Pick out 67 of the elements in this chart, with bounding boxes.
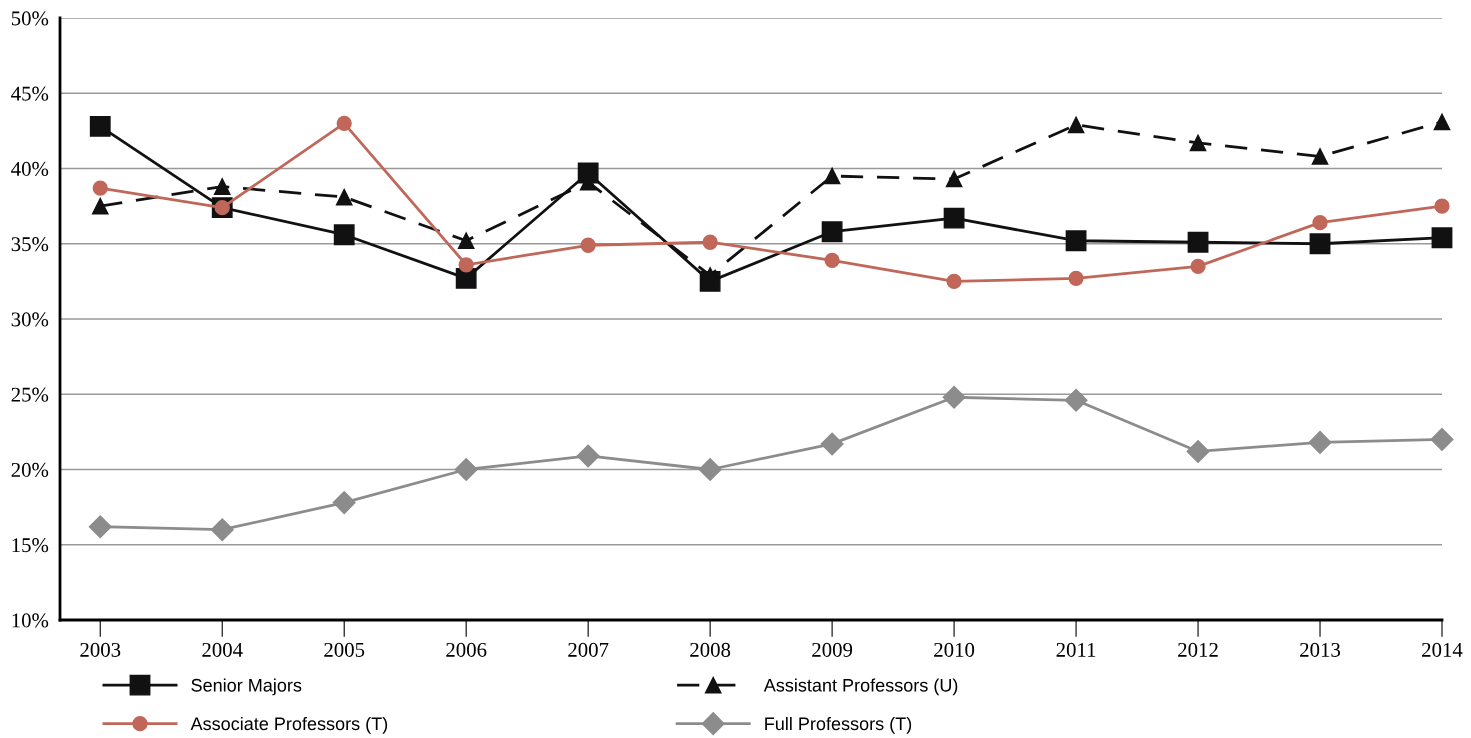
point bbox=[1187, 231, 1209, 253]
legend-label: Senior Majors bbox=[191, 678, 302, 696]
y-tick-label: 40% bbox=[11, 161, 49, 176]
point bbox=[824, 252, 840, 268]
x-tick-label: 2014 bbox=[1422, 642, 1463, 657]
point bbox=[1433, 113, 1451, 131]
point bbox=[1308, 430, 1332, 454]
point bbox=[1309, 233, 1331, 255]
point bbox=[1311, 148, 1329, 165]
y-tick-label: 30% bbox=[11, 312, 49, 327]
point bbox=[1064, 388, 1088, 412]
y-tick-label: 20% bbox=[11, 462, 49, 477]
y-tick-label: 25% bbox=[11, 387, 49, 402]
x-tick-label: 2004 bbox=[202, 642, 243, 657]
point bbox=[943, 207, 965, 229]
point bbox=[454, 458, 478, 481]
x-tick-label: 2007 bbox=[568, 642, 609, 657]
point bbox=[698, 458, 722, 481]
point bbox=[1189, 134, 1207, 152]
x-tick-label: 2003 bbox=[80, 642, 121, 657]
point bbox=[458, 257, 474, 273]
point bbox=[823, 167, 841, 185]
legend-label: Assistant Professors (U) bbox=[763, 678, 958, 696]
point bbox=[1431, 227, 1453, 249]
point bbox=[580, 237, 596, 253]
x-tick-label: 2012 bbox=[1178, 642, 1218, 657]
x-tick-label: 2013 bbox=[1300, 642, 1341, 657]
point bbox=[89, 115, 111, 137]
point bbox=[335, 188, 353, 206]
point bbox=[213, 178, 231, 195]
point bbox=[576, 444, 600, 468]
y-tick-label: 35% bbox=[11, 237, 49, 252]
y-tick-label: 15% bbox=[12, 538, 49, 553]
x-tick-label: 2010 bbox=[934, 642, 975, 657]
point bbox=[336, 115, 352, 131]
point bbox=[945, 170, 963, 188]
y-tick-label: 50% bbox=[11, 11, 49, 26]
point bbox=[332, 491, 356, 515]
point bbox=[821, 221, 843, 243]
point bbox=[91, 197, 109, 215]
x-tick-label: 2009 bbox=[812, 642, 853, 657]
x-tick-label: 2006 bbox=[446, 642, 487, 657]
point bbox=[946, 273, 962, 290]
point bbox=[1434, 198, 1450, 214]
point bbox=[88, 515, 112, 539]
point bbox=[1190, 258, 1206, 274]
point bbox=[1067, 116, 1085, 134]
point bbox=[457, 232, 475, 250]
point bbox=[1065, 230, 1087, 252]
x-tick-label: 2008 bbox=[690, 642, 731, 657]
x-tick-label: 2011 bbox=[1056, 642, 1096, 657]
x-tick-label: 2005 bbox=[324, 642, 365, 657]
point bbox=[1312, 215, 1328, 231]
point bbox=[210, 518, 234, 542]
legend-label: Full Professors (T) bbox=[765, 716, 912, 734]
y-tick-label: 45% bbox=[11, 86, 49, 101]
point bbox=[455, 267, 477, 289]
point bbox=[1430, 427, 1454, 451]
legend-label: Associate Professors (T) bbox=[190, 716, 388, 734]
point bbox=[92, 180, 108, 196]
y-tick-label: 10% bbox=[12, 613, 49, 628]
point bbox=[702, 234, 718, 250]
point bbox=[942, 385, 966, 409]
point bbox=[820, 432, 844, 456]
point bbox=[333, 224, 355, 246]
point bbox=[1068, 270, 1084, 287]
point bbox=[1186, 439, 1210, 463]
